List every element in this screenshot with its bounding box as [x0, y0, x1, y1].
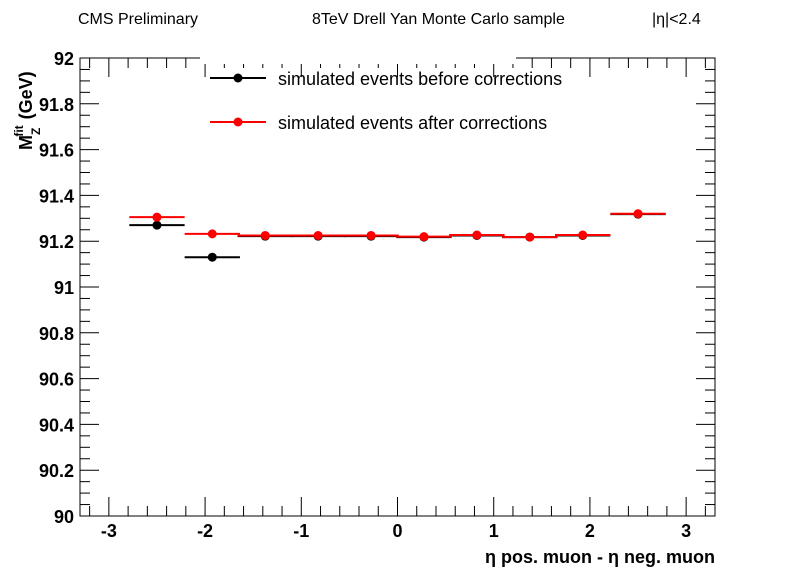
x-tick-label: 1: [489, 521, 499, 541]
legend-marker-after: [233, 117, 243, 127]
y-tick-label: 92: [54, 49, 74, 69]
legend: simulated events before corrections simu…: [200, 50, 562, 133]
data-layer: [129, 209, 666, 262]
x-tick-label: 0: [392, 521, 402, 541]
y-tick-label: 91.6: [39, 141, 74, 161]
y-tick-label: 91.4: [39, 186, 74, 206]
series-1-point: [260, 230, 270, 240]
y-axis-title-unit: (GeV): [16, 71, 36, 119]
series-1-point: [633, 209, 643, 219]
series-0-point: [207, 252, 217, 262]
y-axis-title: MZfit (GeV): [12, 71, 43, 150]
x-tick-label: 3: [681, 521, 691, 541]
y-axis: 90 90.2 90.4 90.6 90.8 91 91.2 91.4 91.6 91.8 92: [39, 49, 715, 527]
series-1-point: [313, 230, 323, 240]
y-axis-title-subscript: Z: [29, 128, 43, 135]
x-tick-label: -3: [101, 521, 117, 541]
y-axis-title-text: MZfit (GeV): [12, 71, 43, 150]
legend-marker-before: [233, 73, 243, 83]
legend-label-before: simulated events before corrections: [278, 69, 562, 89]
series-1-point: [578, 230, 588, 240]
series-0-point: [152, 220, 162, 230]
y-tick-label: 91: [54, 278, 74, 298]
series-1-point: [366, 230, 376, 240]
y-tick-label: 91.8: [39, 95, 74, 115]
y-tick-label: 90.2: [39, 461, 74, 481]
y-axis-title-superscript: fit: [12, 125, 26, 136]
y-tick-label: 91.2: [39, 232, 74, 252]
series-1-point: [152, 212, 162, 222]
series-1-point: [419, 232, 429, 242]
legend-background: [200, 50, 516, 64]
y-tick-label: 90: [54, 507, 74, 527]
header-right-text: |η|<2.4: [652, 11, 701, 28]
legend-label-after: simulated events after corrections: [278, 113, 547, 133]
header-left-text: CMS Preliminary: [78, 11, 198, 28]
y-axis-title-main: M: [16, 135, 36, 150]
series-1: [129, 209, 666, 242]
y-tick-label: 90.4: [39, 415, 74, 435]
x-tick-label: -2: [197, 521, 213, 541]
y-tick-label: 90.8: [39, 324, 74, 344]
x-tick-label: -1: [293, 521, 309, 541]
x-axis-title: η pos. muon - η neg. muon: [485, 547, 715, 567]
y-tick-label: 90.6: [39, 370, 74, 390]
series-1-point: [472, 230, 482, 240]
series-1-point: [525, 232, 535, 242]
x-tick-label: 2: [585, 521, 595, 541]
header-center-text: 8TeV Drell Yan Monte Carlo sample: [312, 11, 565, 28]
series-1-point: [207, 229, 217, 239]
